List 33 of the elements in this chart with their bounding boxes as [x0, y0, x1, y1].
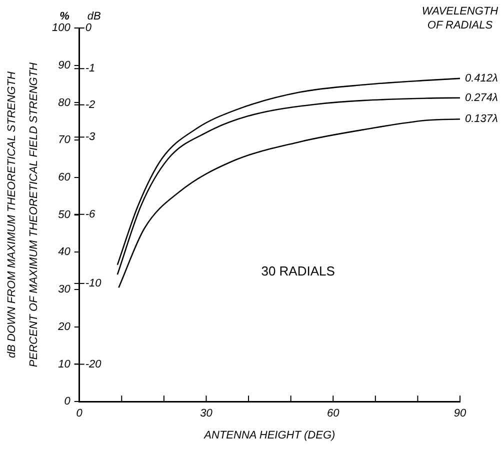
- y-tick-label: 40: [58, 246, 72, 258]
- annotation: 0: [85, 22, 92, 34]
- x-tick-label: 30: [200, 407, 214, 420]
- y-tick-label: 80: [58, 96, 72, 109]
- y-axis-title: PERCENT OF MAXIMUM THEORETICAL FIELD STRENGTH: [28, 62, 40, 368]
- annotation: -3: [85, 131, 96, 144]
- y-tick-label: 90: [58, 59, 72, 72]
- legend-title: WAVELENGTH OF RADIALS: [422, 6, 498, 32]
- annotation: -2: [85, 98, 96, 111]
- annotation: -20: [85, 358, 102, 370]
- y-tick-label: 50: [58, 208, 72, 221]
- y-tick-label: 60: [58, 172, 72, 184]
- annotation: -6: [85, 208, 96, 220]
- y-tick-label: 0: [64, 396, 72, 408]
- x-tick-label: 0: [76, 407, 84, 420]
- line-series: [118, 118, 460, 288]
- series-label: 0.137λ: [465, 113, 498, 126]
- y-tick-label: 30: [58, 284, 72, 296]
- annotation: -1: [85, 62, 96, 75]
- text: dB: [87, 10, 101, 23]
- y-tick-label: 10: [58, 358, 72, 370]
- series-label: 0.274λ: [465, 92, 498, 104]
- y-tick-label: 20: [57, 320, 72, 333]
- annotation: 30 RADIALS: [261, 263, 336, 278]
- y2-axis-title: dB DOWN FROM MAXIMUM THEORETICAL STRENGTH: [6, 72, 18, 358]
- x-tick-label: 60: [326, 407, 340, 420]
- x-axis-title: ANTENNA HEIGHT (DEG): [203, 429, 336, 442]
- x-tick-label: 90: [454, 407, 467, 420]
- series-label: 0.412λ: [465, 72, 498, 84]
- y-tick-label: 100: [52, 22, 72, 34]
- text: %: [60, 10, 70, 23]
- y-tick-label: 70: [58, 134, 72, 146]
- annotation: -10: [85, 278, 102, 290]
